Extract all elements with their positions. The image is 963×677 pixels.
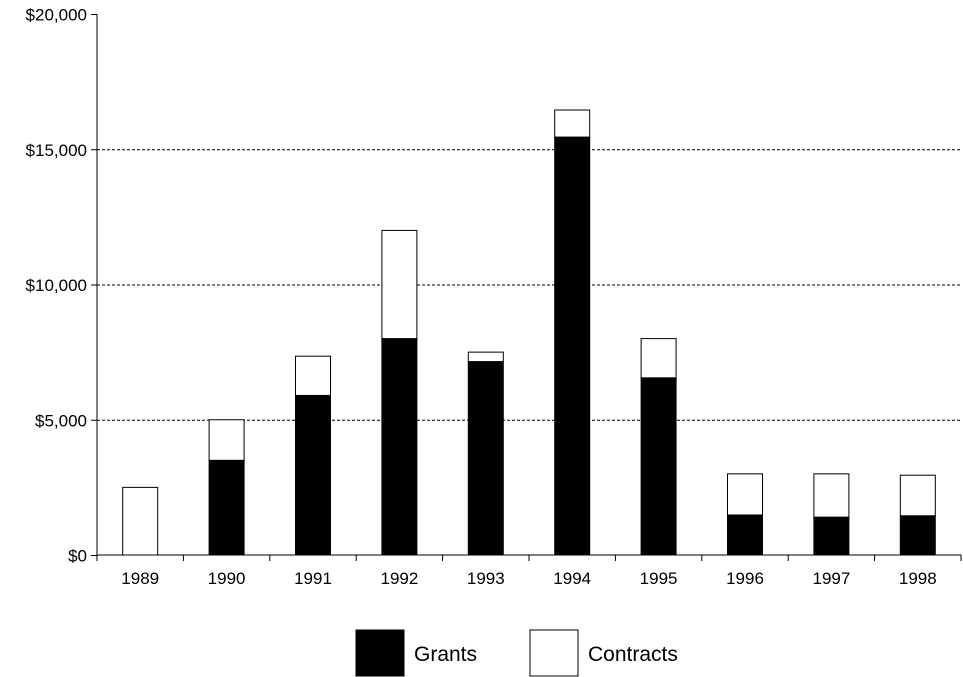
- legend-swatch-grants: [355, 629, 405, 677]
- bar-contracts-1995: [640, 338, 677, 379]
- bar-grants-1998: [899, 515, 936, 556]
- bar-contracts-1993: [467, 351, 504, 363]
- x-tick-label: 1997: [812, 569, 850, 588]
- y-tick-label: $10,000: [26, 276, 87, 295]
- legend: Grants Contracts: [355, 629, 678, 677]
- x-tick-label: 1998: [899, 569, 937, 588]
- bar-contracts-1989: [122, 486, 159, 556]
- bar-grants-1990: [208, 459, 245, 556]
- gridlines: [97, 149, 961, 421]
- bar-grants-1994: [554, 136, 591, 556]
- x-tick-labels: 1989 1990 1991 1992 1993 1994 1995 1996 1997 1998: [96, 555, 962, 588]
- bar-contracts-1997: [813, 473, 850, 518]
- x-tick-label: 1992: [380, 569, 418, 588]
- x-tick-label: 1991: [294, 569, 332, 588]
- x-tick-label: 1990: [208, 569, 246, 588]
- bar-grants-1993: [467, 361, 504, 556]
- x-tick-label: 1993: [467, 569, 505, 588]
- bar-contracts-1992: [381, 229, 418, 340]
- legend-swatch-contracts: [529, 629, 579, 677]
- bars: [122, 109, 936, 556]
- bar-grants-1991: [295, 394, 331, 556]
- y-tick-labels: $0 $5,000 $10,000 $15,000 $20,000: [26, 6, 97, 566]
- bar-contracts-1994: [554, 109, 591, 138]
- y-tick-label: $5,000: [35, 411, 87, 430]
- legend-label-grants: Grants: [414, 643, 477, 666]
- bar-contracts-1998: [899, 474, 936, 517]
- x-tick-label: 1994: [553, 569, 591, 588]
- x-tick-label: 1996: [726, 569, 764, 588]
- y-tick-label: $20,000: [26, 6, 87, 25]
- bar-grants-1997: [813, 516, 850, 556]
- bar-grants-1996: [727, 514, 763, 556]
- x-tick-label: 1995: [640, 569, 678, 588]
- x-tick-label: 1989: [121, 569, 159, 588]
- y-tick-label: $0: [68, 547, 87, 566]
- bar-grants-1995: [640, 377, 677, 556]
- legend-label-contracts: Contracts: [588, 643, 678, 666]
- bar-grants-1992: [381, 338, 418, 556]
- bar-contracts-1991: [295, 355, 331, 396]
- y-tick-label: $15,000: [26, 141, 87, 160]
- bar-contracts-1990: [208, 419, 245, 461]
- bar-contracts-1996: [727, 473, 763, 516]
